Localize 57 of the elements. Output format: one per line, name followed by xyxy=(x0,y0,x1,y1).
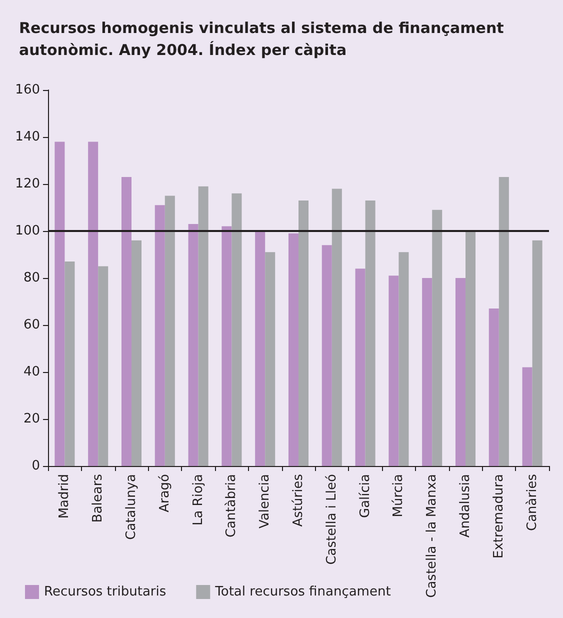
x-tick-label: La Rioja xyxy=(190,474,206,526)
legend-label: Recursos tributaris xyxy=(44,584,166,600)
x-tick-label: Múrcia xyxy=(391,474,406,518)
bar xyxy=(432,210,442,466)
bar xyxy=(455,278,466,466)
y-tick-label: 0 xyxy=(32,458,40,474)
bar xyxy=(398,252,409,466)
bar xyxy=(222,226,232,466)
bar xyxy=(322,245,332,466)
bar xyxy=(132,240,142,466)
bar xyxy=(466,231,476,466)
x-tick-label: Catalunya xyxy=(124,474,139,540)
x-tick-label: Canàries xyxy=(524,474,540,531)
bar xyxy=(488,308,499,466)
bar xyxy=(64,262,75,466)
bar xyxy=(422,278,432,466)
bar xyxy=(532,240,542,466)
y-tick-label: 120 xyxy=(15,176,40,192)
bar xyxy=(164,196,175,466)
bar xyxy=(188,224,198,466)
y-tick-label: 20 xyxy=(23,412,40,426)
bar xyxy=(332,188,342,466)
x-tick-label: Castella - la Manxa xyxy=(424,474,440,598)
bar xyxy=(522,367,532,466)
bar xyxy=(355,268,366,466)
bar xyxy=(154,205,165,466)
bar xyxy=(265,252,276,466)
x-tick-label: Galícia xyxy=(358,474,373,518)
legend-label: Total recursos finançament xyxy=(214,584,391,600)
x-tick-label: Madrid xyxy=(57,474,72,519)
x-tick-label: Andalusia xyxy=(458,474,473,538)
bar xyxy=(121,176,132,466)
chart-title: Recursos homogenis vinculats al sistema de finançament autonòmic. Any 2004. Índex per càpita xyxy=(19,19,510,59)
bar xyxy=(198,186,208,466)
bar xyxy=(88,142,98,466)
y-tick-label: 80 xyxy=(23,270,40,286)
bar xyxy=(498,176,509,466)
x-tick-label: Astúries xyxy=(291,474,306,527)
y-tick-label: 60 xyxy=(23,318,40,332)
y-tick-label: 100 xyxy=(15,224,40,238)
x-tick-label: Valencia xyxy=(258,474,273,528)
x-tick-label: Castella i Lleó xyxy=(324,474,340,565)
x-tick-label: Balears xyxy=(90,474,106,523)
bar xyxy=(388,276,399,466)
x-tick-label: Cantàbria xyxy=(224,474,240,538)
bar xyxy=(255,231,266,466)
bar xyxy=(365,200,376,466)
y-tick-label: 40 xyxy=(23,364,40,380)
bar xyxy=(298,200,309,466)
bar xyxy=(232,193,242,466)
x-tick-label: Aragó xyxy=(157,474,172,512)
bar xyxy=(54,142,65,466)
y-tick-label: 160 xyxy=(15,82,40,98)
y-tick-label: 140 xyxy=(15,130,40,144)
x-tick-label: Extremadura xyxy=(491,474,506,558)
bar xyxy=(98,266,108,466)
bar xyxy=(288,233,298,466)
